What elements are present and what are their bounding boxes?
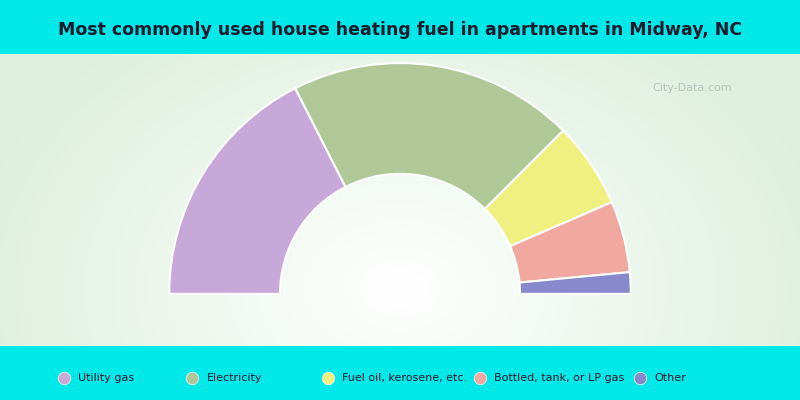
- Text: Fuel oil, kerosene, etc.: Fuel oil, kerosene, etc.: [342, 373, 467, 383]
- Text: Electricity: Electricity: [206, 373, 262, 383]
- Wedge shape: [519, 272, 630, 294]
- Wedge shape: [295, 63, 563, 209]
- Bar: [0, 346, 800, 400]
- Text: City-Data.com: City-Data.com: [652, 83, 732, 93]
- Text: Utility gas: Utility gas: [78, 373, 134, 383]
- Text: Bottled, tank, or LP gas: Bottled, tank, or LP gas: [494, 373, 625, 383]
- Wedge shape: [510, 202, 630, 282]
- Wedge shape: [485, 131, 612, 246]
- Bar: [0, 0, 800, 54]
- Text: Other: Other: [654, 373, 686, 383]
- Text: Most commonly used house heating fuel in apartments in Midway, NC: Most commonly used house heating fuel in…: [58, 21, 742, 39]
- Wedge shape: [170, 88, 346, 294]
